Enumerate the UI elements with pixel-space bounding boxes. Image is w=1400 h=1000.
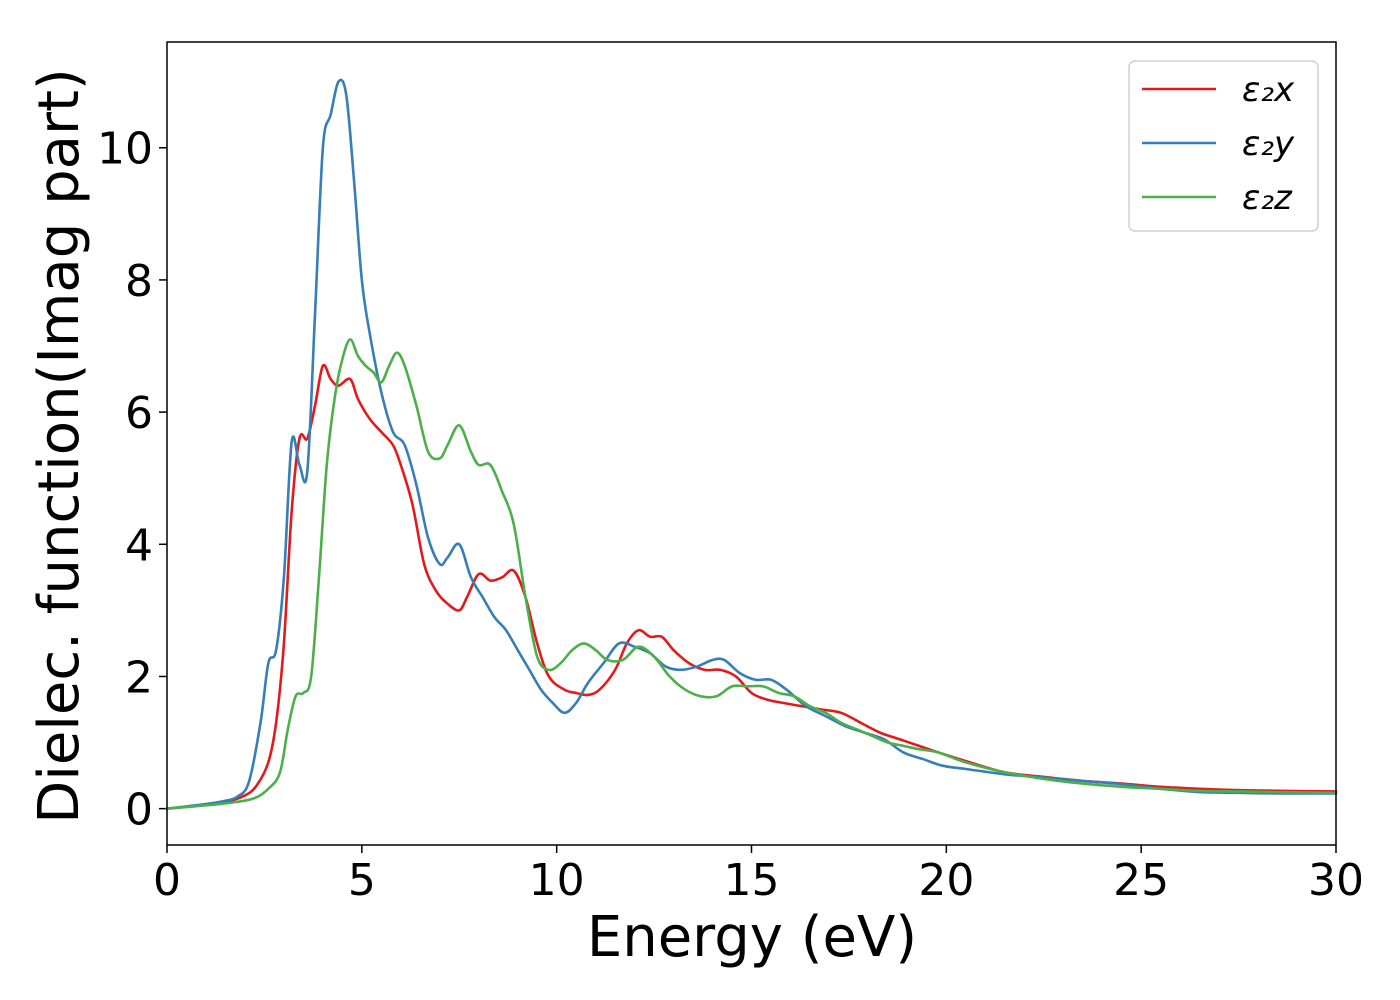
x-axis: 0 5 10 15 20 25 30 bbox=[153, 845, 1364, 906]
legend: ε₂x ε₂y ε₂z bbox=[1128, 60, 1319, 232]
series-line-2 bbox=[165, 78, 1338, 810]
x-tick-label: 5 bbox=[348, 855, 376, 906]
series-layer bbox=[165, 78, 1338, 810]
legend-box bbox=[1128, 60, 1319, 232]
legend-label-1: ε₂x bbox=[1242, 70, 1295, 110]
y-tick-label: 10 bbox=[97, 124, 153, 175]
y-axis: 0 2 4 6 8 10 bbox=[97, 124, 167, 836]
x-tick-label: 0 bbox=[153, 855, 181, 906]
y-tick-label: 4 bbox=[125, 520, 153, 571]
legend-label-2: ε₂y bbox=[1242, 124, 1295, 164]
y-tick-label: 6 bbox=[125, 388, 153, 439]
y-axis-title: Dielec. function(Imag part) bbox=[27, 68, 92, 824]
x-tick-label: 30 bbox=[1308, 855, 1364, 906]
x-tick-label: 10 bbox=[529, 855, 585, 906]
series-line-1 bbox=[165, 363, 1338, 810]
y-tick-label: 0 bbox=[125, 785, 153, 836]
plot-frame bbox=[166, 41, 1337, 846]
x-tick-label: 20 bbox=[918, 855, 974, 906]
x-tick-label: 25 bbox=[1113, 855, 1169, 906]
y-tick-label: 8 bbox=[125, 256, 153, 307]
x-axis-title: Energy (eV) bbox=[587, 905, 917, 970]
y-tick-label: 2 bbox=[125, 652, 153, 703]
x-tick-label: 15 bbox=[724, 855, 780, 906]
series-line-3 bbox=[165, 338, 1338, 810]
legend-label-3: ε₂z bbox=[1242, 178, 1293, 218]
